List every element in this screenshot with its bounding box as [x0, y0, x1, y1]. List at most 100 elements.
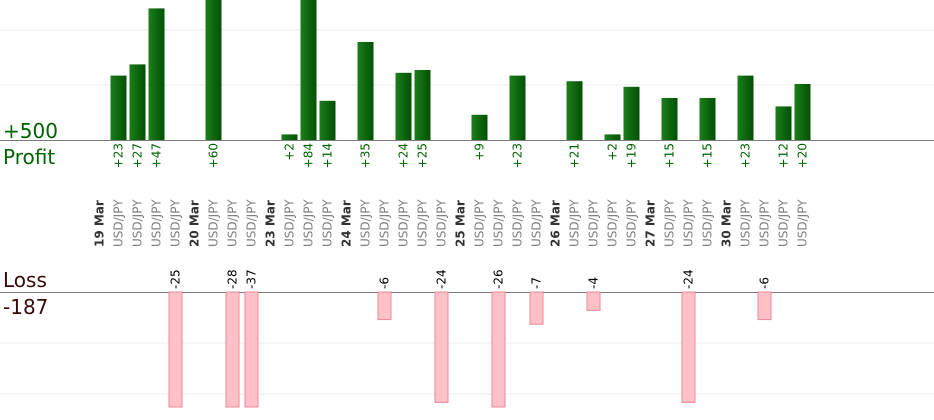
profit-bar: [566, 81, 583, 140]
loss-bar: [377, 291, 392, 321]
pair-label: USD/JPY: [796, 199, 810, 247]
profit-value-label: +20: [796, 143, 810, 168]
pair-label: USD/JPY: [169, 199, 183, 247]
pair-label: USD/JPY: [359, 199, 373, 247]
profit-value-label: +23: [739, 143, 753, 168]
loss-bar: [168, 291, 183, 408]
loss-value-label: -24: [435, 269, 449, 289]
loss-total: -187: [3, 295, 48, 319]
loss-value-label: -6: [758, 277, 772, 289]
pair-label: USD/JPY: [701, 199, 715, 247]
pair-label: USD/JPY: [625, 199, 639, 247]
profit-bar: [699, 98, 716, 140]
profit-value-label: +35: [359, 143, 373, 168]
pair-label: USD/JPY: [492, 199, 506, 247]
loss-value-label: -24: [682, 269, 696, 289]
loss-bar: [244, 291, 259, 408]
profit-value-label: +19: [625, 143, 639, 168]
loss-value-label: -4: [587, 277, 601, 289]
pair-label: USD/JPY: [739, 199, 753, 247]
date-label: 19 Mar: [93, 200, 107, 247]
loss-value-label: -25: [169, 269, 183, 289]
profit-bar: [604, 134, 621, 140]
loss-bar: [681, 291, 696, 403]
pair-label: USD/JPY: [321, 199, 335, 247]
pair-label: USD/JPY: [397, 199, 411, 247]
profit-bar: [205, 0, 222, 140]
date-label: 24 Mar: [340, 200, 354, 247]
profit-value-label: +15: [701, 143, 715, 168]
date-label: 25 Mar: [454, 200, 468, 247]
pair-label: USD/JPY: [378, 199, 392, 247]
loss-bar: [225, 291, 240, 408]
pair-label: USD/JPY: [511, 199, 525, 247]
loss-value-label: -7: [530, 277, 544, 289]
profit-bar: [775, 106, 792, 140]
profit-value-label: +27: [131, 143, 145, 168]
baselines: [0, 140, 934, 293]
profit-bar: [395, 72, 412, 140]
profit-value-label: +12: [777, 143, 791, 168]
pair-label: USD/JPY: [606, 199, 620, 247]
date-label: 30 Mar: [720, 200, 734, 247]
profit-value-label: +2: [606, 143, 620, 161]
pair-label: USD/JPY: [131, 199, 145, 247]
pair-label: USD/JPY: [435, 199, 449, 247]
profit-value-label: +14: [321, 143, 335, 168]
loss-bar: [529, 291, 544, 325]
profit-bar: [129, 64, 146, 140]
profit-bar: [509, 75, 526, 140]
loss-value-label: -37: [245, 269, 259, 289]
profit-value-label: +23: [511, 143, 525, 168]
profit-bar: [414, 70, 431, 140]
profit-bar: [110, 75, 127, 140]
profit-bar: [794, 84, 811, 140]
loss-title: Loss: [3, 268, 47, 292]
pair-label: USD/JPY: [283, 199, 297, 247]
loss-bar: [757, 291, 772, 321]
profit-bar: [148, 8, 165, 141]
date-label: 23 Mar: [264, 200, 278, 247]
profit-value-label: +24: [397, 143, 411, 168]
profit-value-label: +84: [302, 143, 316, 168]
date-label: 20 Mar: [188, 200, 202, 247]
pair-label: USD/JPY: [150, 199, 164, 247]
pair-label: USD/JPY: [207, 199, 221, 247]
profit-value-label: +9: [473, 143, 487, 161]
date-label: 26 Mar: [549, 200, 563, 247]
profit-title: Profit: [3, 145, 55, 169]
pair-label: USD/JPY: [416, 199, 430, 247]
profit-value-label: +60: [207, 143, 221, 168]
profit-value-label: +2: [283, 143, 297, 161]
profit-value-label: +47: [150, 143, 164, 168]
pair-label: USD/JPY: [663, 199, 677, 247]
profit-bar: [281, 134, 298, 140]
profit-bar: [737, 75, 754, 140]
loss-value-label: -26: [492, 269, 506, 289]
profit-total: +500: [3, 119, 58, 143]
pair-label: USD/JPY: [302, 199, 316, 247]
loss-value-label: -28: [226, 269, 240, 289]
profit-bar: [300, 0, 317, 140]
profit-bar: [623, 86, 640, 140]
loss-bar: [434, 291, 449, 403]
pair-label: USD/JPY: [682, 199, 696, 247]
profit-value-label: +25: [416, 143, 430, 168]
labels: 19 Mar USD/JPY +23 USD/JPY +27 USD/JPY +47 USD/…: [93, 143, 810, 289]
profit-bar: [471, 114, 488, 140]
loss-value-label: -6: [378, 277, 392, 289]
pair-label: USD/JPY: [777, 199, 791, 247]
pair-label: USD/JPY: [112, 199, 126, 247]
profit-bar: [319, 100, 336, 140]
pair-label: USD/JPY: [473, 199, 487, 247]
date-label: 27 Mar: [644, 200, 658, 247]
pair-label: USD/JPY: [245, 199, 259, 247]
profit-value-label: +23: [112, 143, 126, 168]
loss-bar: [586, 291, 601, 311]
profit-bar: [661, 98, 678, 140]
profit-value-label: +21: [568, 143, 582, 168]
loss-bar: [491, 291, 506, 408]
pair-label: USD/JPY: [758, 199, 772, 247]
bars: [110, 0, 811, 408]
